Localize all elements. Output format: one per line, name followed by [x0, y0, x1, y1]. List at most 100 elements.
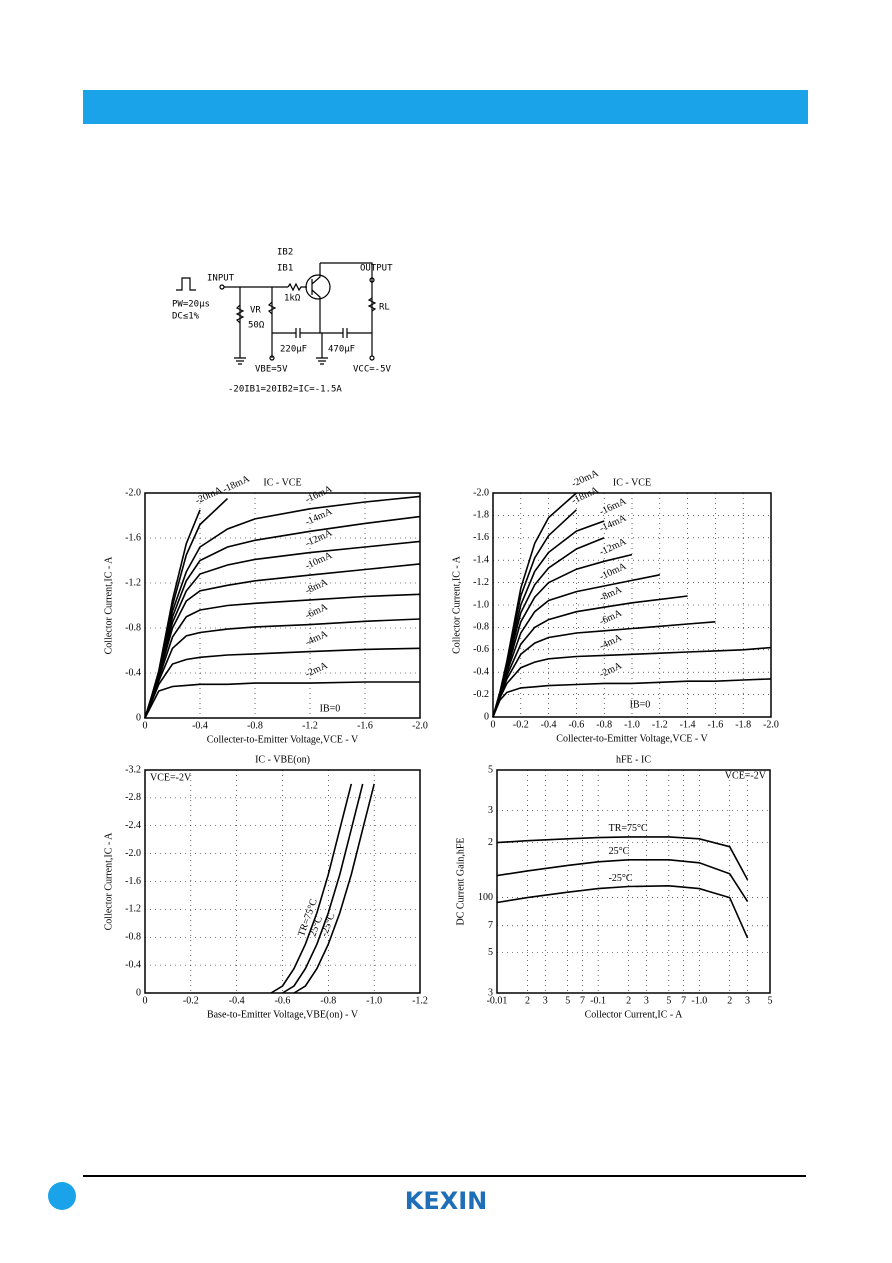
y-axis-label: Collector Current,IC - A — [451, 555, 462, 654]
x-tick-label: 0 — [491, 719, 496, 730]
curve — [144, 681, 420, 719]
equation: -20IB1=20IB2=IC=-1.5A — [228, 385, 342, 395]
x-tick-label: -2.0 — [763, 719, 779, 730]
curve — [496, 859, 749, 903]
y-tick-label: -2.0 — [125, 487, 141, 498]
label: VR — [250, 306, 261, 316]
x-tick-label: 5 — [565, 995, 570, 1006]
curve-label: -2mA — [304, 660, 330, 680]
node — [269, 355, 275, 361]
x-tick-label: 2 — [525, 995, 530, 1006]
page-dot — [48, 1182, 76, 1210]
x-tick-label: 3 — [745, 995, 750, 1006]
resistor — [287, 282, 307, 292]
curve — [144, 618, 421, 719]
curve — [144, 509, 201, 719]
curve-label: -16mA — [304, 483, 335, 505]
x-tick-label: -1.0 — [691, 995, 707, 1006]
x-tick-label: -0.8 — [320, 995, 336, 1006]
curve — [492, 646, 772, 718]
y-tick-label: -1.4 — [473, 554, 489, 565]
resistor — [367, 297, 377, 312]
x-axis-label: Collector Current,IC - A — [585, 1009, 684, 1020]
logo: KEXIN — [405, 1187, 488, 1215]
pot — [267, 301, 277, 315]
x-tick-label: -1.2 — [652, 719, 668, 730]
label: VBE=5V — [255, 365, 288, 375]
node — [369, 277, 375, 283]
x-tick-label: 2 — [727, 995, 732, 1006]
curve-label: -20mA — [194, 484, 225, 506]
curve — [270, 783, 353, 994]
x-axis-label: Collecter-to-Emitter Voltage,VCE - V — [207, 734, 359, 745]
curve — [492, 621, 716, 718]
label: IB1 — [277, 264, 293, 274]
x-tick-label: -1.8 — [735, 719, 751, 730]
transistor-leads — [311, 263, 321, 333]
curve-label: -10mA — [598, 560, 629, 582]
x-tick-label: -0.1 — [590, 995, 606, 1006]
x-tick-label: -1.0 — [366, 995, 382, 1006]
circuit: IB2 IB1 INPUT OUTPUT PW=20μs DC≤1% VR 50… — [172, 248, 393, 395]
y-tick-label: -0.8 — [125, 932, 141, 943]
x-tick-label: -0.2 — [513, 719, 529, 730]
x-tick-label: 0 — [143, 995, 148, 1006]
wire — [320, 262, 373, 333]
y-tick-label: 3 — [488, 805, 493, 816]
curve — [293, 783, 375, 994]
curve — [144, 563, 421, 719]
y-tick-label: -2.4 — [125, 820, 141, 831]
y-axis-label: Collector Current,IC - A — [103, 556, 114, 655]
pulse — [176, 277, 196, 291]
y-axis-label: Collector Current,IC - A — [103, 832, 114, 931]
node — [369, 355, 375, 361]
curve-label: -8mA — [304, 577, 330, 597]
x-tick-label: 3 — [644, 995, 649, 1006]
plot-frame — [144, 492, 421, 719]
curve-label: 25°C — [609, 846, 630, 857]
header-bar — [83, 90, 808, 124]
label: DC≤1% — [172, 312, 200, 322]
curve — [492, 678, 772, 718]
curve — [496, 836, 749, 881]
y-tick-label: -1.2 — [125, 577, 141, 588]
y-tick-label: -0.8 — [473, 622, 489, 633]
x-tick-label: 2 — [626, 995, 631, 1006]
curve-label: -6mA — [598, 607, 624, 627]
curve-label: -4mA — [598, 632, 624, 652]
x-tick-label: -1.6 — [357, 720, 373, 731]
y-tick-label: 2 — [488, 837, 493, 848]
annotation: VCE=-2V — [725, 770, 767, 781]
y-tick-label: 3 — [488, 987, 493, 998]
curve-label: -25°C — [609, 873, 633, 884]
resistor — [235, 304, 245, 324]
y-tick-label: 100 — [478, 892, 493, 903]
label: 50Ω — [248, 321, 265, 331]
chart-title: IC - VCE — [613, 477, 651, 488]
x-tick-label: -0.2 — [183, 995, 199, 1006]
y-tick-label: -0.2 — [473, 689, 489, 700]
curve-label: -6mA — [304, 601, 330, 621]
y-tick-label: -1.0 — [473, 599, 489, 610]
y-tick-label: 5 — [488, 764, 493, 775]
node — [219, 284, 225, 290]
plot-frame — [496, 769, 771, 994]
x-tick-label: -1.4 — [680, 719, 696, 730]
curve — [282, 783, 364, 994]
y-tick-label: -2.0 — [473, 487, 489, 498]
x-tick-label: 5 — [666, 995, 671, 1006]
transistor — [305, 274, 331, 300]
label: RL — [379, 303, 390, 313]
x-tick-label: 5 — [768, 995, 773, 1006]
y-tick-label: -2.0 — [125, 848, 141, 859]
ground — [234, 357, 246, 365]
curve-label: TR=75°C — [609, 823, 648, 834]
x-tick-label: -0.6 — [275, 995, 291, 1006]
ground — [316, 357, 328, 365]
x-tick-label: -0.4 — [192, 720, 208, 731]
x-tick-label: 7 — [580, 995, 585, 1006]
x-tick-label: 7 — [681, 995, 686, 1006]
x-tick-label: -1.0 — [624, 719, 640, 730]
y-tick-label: -1.2 — [473, 577, 489, 588]
plot-frame — [144, 769, 421, 994]
